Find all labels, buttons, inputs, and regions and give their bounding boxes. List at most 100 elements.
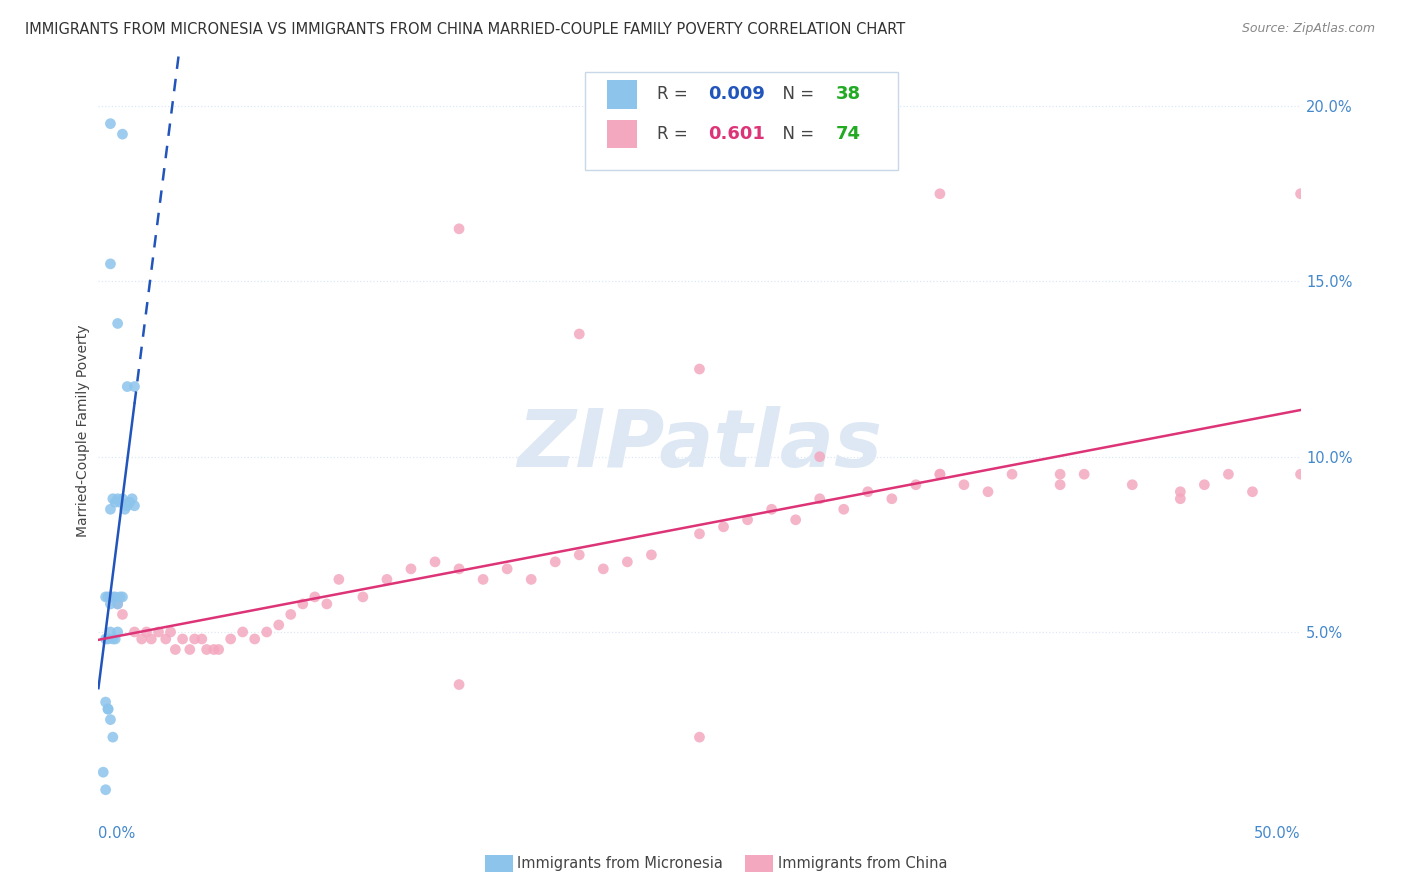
Point <box>267 618 290 632</box>
Point <box>472 573 495 587</box>
Point <box>447 562 470 576</box>
Point <box>1049 477 1071 491</box>
Point <box>737 513 759 527</box>
Text: 50.0%: 50.0% <box>1254 827 1301 841</box>
Point <box>808 450 831 464</box>
Point <box>94 632 117 646</box>
Text: Immigrants from Micronesia: Immigrants from Micronesia <box>517 856 723 871</box>
Point <box>100 590 122 604</box>
Point <box>375 573 398 587</box>
Point <box>107 317 129 331</box>
Point <box>423 555 446 569</box>
Point <box>159 624 181 639</box>
Point <box>1170 484 1192 499</box>
Point <box>118 495 141 509</box>
Text: ZIPatlas: ZIPatlas <box>517 407 882 484</box>
Point <box>135 624 157 639</box>
Point <box>179 642 201 657</box>
Point <box>101 730 124 744</box>
Text: Source: ZipAtlas.com: Source: ZipAtlas.com <box>1241 22 1375 36</box>
Point <box>520 573 543 587</box>
Point <box>97 590 120 604</box>
Point <box>100 117 122 131</box>
Point <box>953 477 976 491</box>
Point <box>121 491 143 506</box>
Point <box>315 597 337 611</box>
Bar <box>607 120 637 148</box>
Point <box>124 624 146 639</box>
Point <box>399 562 422 576</box>
Point <box>1241 484 1264 499</box>
Point <box>104 632 127 646</box>
Point <box>107 491 129 506</box>
Point <box>592 562 614 576</box>
Point <box>108 590 131 604</box>
Point <box>568 326 591 341</box>
Point <box>808 491 831 506</box>
Text: N =: N = <box>772 86 818 103</box>
Point <box>447 677 470 691</box>
Point <box>232 624 254 639</box>
Text: 74: 74 <box>835 125 860 144</box>
Point <box>97 702 120 716</box>
Point <box>544 555 567 569</box>
Point <box>928 186 950 201</box>
Point <box>761 502 783 516</box>
Point <box>256 624 278 639</box>
Point <box>904 477 927 491</box>
Point <box>111 127 134 141</box>
Point <box>328 573 350 587</box>
Point <box>97 702 120 716</box>
Point <box>640 548 662 562</box>
Point <box>124 379 146 393</box>
Point <box>689 526 711 541</box>
Point <box>689 730 711 744</box>
Point <box>94 782 117 797</box>
Point <box>191 632 214 646</box>
Point <box>195 642 218 657</box>
Point <box>1121 477 1143 491</box>
Point <box>1170 491 1192 506</box>
Point <box>117 379 139 393</box>
Text: 0.0%: 0.0% <box>98 827 135 841</box>
Point <box>114 502 136 516</box>
Point <box>131 632 153 646</box>
Point <box>291 597 314 611</box>
Text: IMMIGRANTS FROM MICRONESIA VS IMMIGRANTS FROM CHINA MARRIED-COUPLE FAMILY POVERT: IMMIGRANTS FROM MICRONESIA VS IMMIGRANTS… <box>25 22 905 37</box>
Point <box>107 597 129 611</box>
Point <box>1194 477 1216 491</box>
Point <box>832 502 855 516</box>
Point <box>94 590 117 604</box>
Point <box>101 491 124 506</box>
Point <box>100 257 122 271</box>
Point <box>97 632 120 646</box>
Point <box>100 624 122 639</box>
Point <box>172 632 194 646</box>
Point <box>108 495 131 509</box>
Point <box>447 222 470 236</box>
Point <box>94 695 117 709</box>
Point <box>111 590 134 604</box>
Point <box>208 642 231 657</box>
Point <box>616 555 638 569</box>
Bar <box>585 72 898 170</box>
Text: 38: 38 <box>835 86 860 103</box>
Text: Immigrants from China: Immigrants from China <box>778 856 948 871</box>
Point <box>141 632 163 646</box>
Bar <box>607 80 637 109</box>
Point <box>101 632 124 646</box>
Point <box>202 642 225 657</box>
Point <box>1049 467 1071 482</box>
Point <box>568 548 591 562</box>
Point <box>1073 467 1095 482</box>
Y-axis label: Married-Couple Family Poverty: Married-Couple Family Poverty <box>76 324 90 537</box>
Point <box>977 484 1000 499</box>
Text: R =: R = <box>658 86 693 103</box>
Point <box>111 607 134 622</box>
Point <box>101 590 124 604</box>
Point <box>100 597 122 611</box>
Point <box>928 467 950 482</box>
Point <box>304 590 326 604</box>
Point <box>713 520 735 534</box>
Point <box>165 642 187 657</box>
